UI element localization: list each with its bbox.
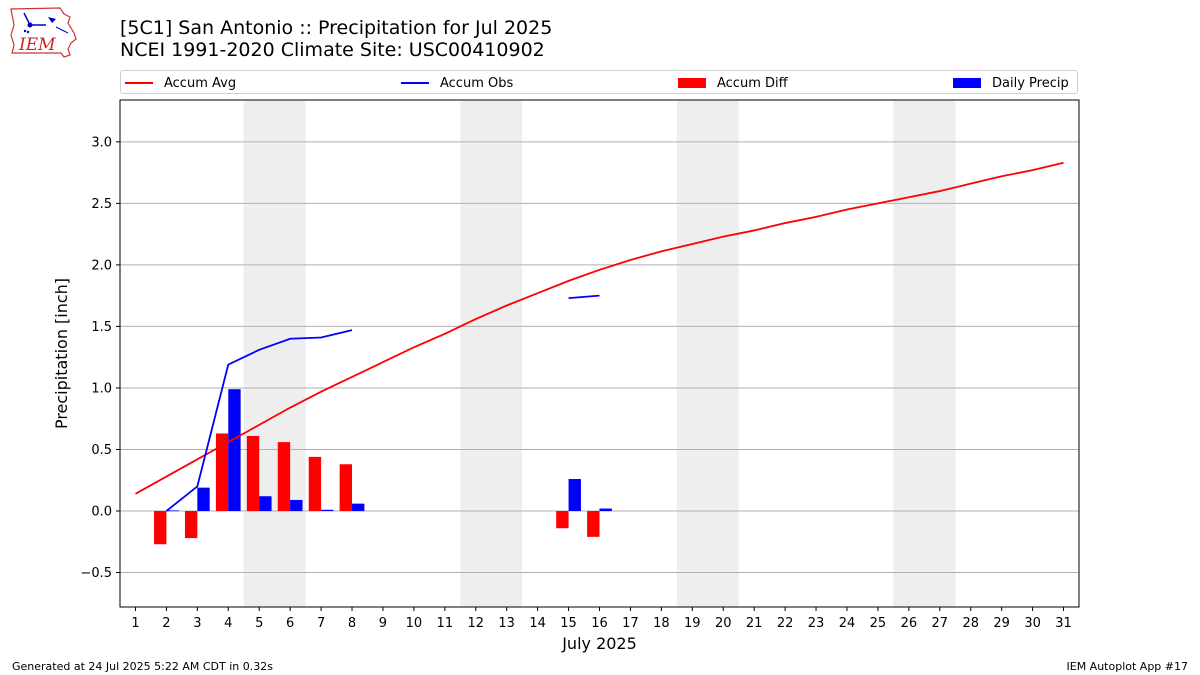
iem-logo: IEM <box>8 5 80 59</box>
x-tick-label: 6 <box>286 616 294 631</box>
x-tick-label: 29 <box>993 616 1010 631</box>
chart-subtitle: NCEI 1991-2020 Climate Site: USC00410902 <box>120 39 545 61</box>
accum-diff-bar <box>277 442 291 512</box>
footer-app-id: IEM Autoplot App #17 <box>1066 660 1189 673</box>
x-tick-label: 17 <box>622 616 639 631</box>
y-tick-label: 2.5 <box>91 197 112 212</box>
x-tick-label: 3 <box>193 616 201 631</box>
x-tick-label: 11 <box>437 616 454 631</box>
daily-precip-bar <box>259 496 272 512</box>
legend-item-accum-diff: Accum Diff <box>678 74 788 92</box>
y-tick-label: 0.0 <box>91 505 112 520</box>
daily-precip-bar <box>228 389 241 512</box>
x-tick-label: 8 <box>348 616 356 631</box>
legend-swatch-accum-obs <box>401 82 429 84</box>
x-tick-label: 27 <box>932 616 949 631</box>
legend-label-daily-precip: Daily Precip <box>992 75 1069 91</box>
x-tick-label: 16 <box>591 616 608 631</box>
accum-diff-bar <box>339 464 353 512</box>
x-tick-label: 18 <box>653 616 670 631</box>
y-tick-label: 0.5 <box>91 443 112 458</box>
x-tick-label: 23 <box>808 616 825 631</box>
x-tick-label: 9 <box>379 616 387 631</box>
iem-logo-text: IEM <box>18 35 56 55</box>
daily-precip-bar <box>352 503 365 512</box>
x-tick-label: 26 <box>901 616 918 631</box>
accum-diff-bar <box>587 511 600 537</box>
daily-precip-bar <box>321 509 334 512</box>
y-axis-label: Precipitation [inch] <box>52 278 71 429</box>
x-tick-label: 2 <box>162 616 170 631</box>
plot-frame <box>119 99 1080 608</box>
y-tick-label: 1.0 <box>91 381 112 396</box>
x-tick-label: 14 <box>529 616 546 631</box>
daily-precip-bar <box>166 510 179 512</box>
daily-precip-bar <box>568 479 581 512</box>
accum-obs-line-segment-1 <box>165 329 353 512</box>
x-tick-label: 22 <box>777 616 794 631</box>
accum-avg-line <box>135 161 1064 495</box>
daily-precip-bar <box>290 499 303 512</box>
x-tick-label: 19 <box>684 616 701 631</box>
x-tick-label: 12 <box>467 616 484 631</box>
y-tick-label: 1.5 <box>91 320 112 335</box>
x-tick-label: 21 <box>746 616 763 631</box>
x-tick-label: 5 <box>255 616 263 631</box>
x-tick-label: 15 <box>560 616 577 631</box>
legend-swatch-accum-diff <box>678 78 706 88</box>
accum-diff-bar <box>184 511 198 539</box>
x-tick-label: 24 <box>839 616 856 631</box>
x-tick-label: 31 <box>1055 616 1072 631</box>
daily-precip-bar <box>197 487 210 512</box>
chart-legend: Accum Avg Accum Obs Accum Diff Daily Pre… <box>120 70 1078 94</box>
y-tick-label: −0.5 <box>80 566 112 581</box>
accum-diff-bar <box>154 511 167 545</box>
chart-title: [5C1] San Antonio :: Precipitation for J… <box>120 17 553 39</box>
footer-generated-text: Generated at 24 Jul 2025 5:22 AM CDT in … <box>12 660 273 673</box>
x-tick-label: 20 <box>715 616 732 631</box>
x-tick-label: 4 <box>224 616 232 631</box>
weekend-band-3 <box>676 100 739 607</box>
y-tick-label: 2.0 <box>91 258 112 273</box>
legend-label-accum-avg: Accum Avg <box>164 75 237 91</box>
weekend-band-2 <box>460 100 523 607</box>
accum-diff-bar <box>215 433 229 512</box>
x-tick-label: 10 <box>406 616 423 631</box>
daily-precip-bar <box>599 508 612 512</box>
x-axis-label: July 2025 <box>561 634 637 653</box>
x-tick-label: 1 <box>131 616 139 631</box>
legend-item-daily-precip: Daily Precip <box>953 74 1069 92</box>
weekend-band-1 <box>243 100 306 607</box>
y-tick-label: 3.0 <box>91 135 112 150</box>
accum-diff-bar <box>308 456 322 512</box>
weekend-band-4 <box>893 100 956 607</box>
x-tick-label: 28 <box>962 616 979 631</box>
x-tick-label: 7 <box>317 616 325 631</box>
legend-label-accum-obs: Accum Obs <box>440 75 514 91</box>
accum-diff-bar <box>556 511 569 529</box>
accum-obs-line-segment-2 <box>568 294 600 300</box>
legend-item-accum-avg: Accum Avg <box>125 74 236 92</box>
legend-label-accum-diff: Accum Diff <box>717 75 788 91</box>
accum-diff-bar <box>246 435 260 512</box>
legend-item-accum-obs: Accum Obs <box>401 74 513 92</box>
legend-swatch-daily-precip <box>953 78 981 88</box>
legend-swatch-accum-avg <box>125 82 153 84</box>
x-tick-label: 30 <box>1024 616 1041 631</box>
x-tick-label: 13 <box>498 616 515 631</box>
x-tick-label: 25 <box>870 616 887 631</box>
